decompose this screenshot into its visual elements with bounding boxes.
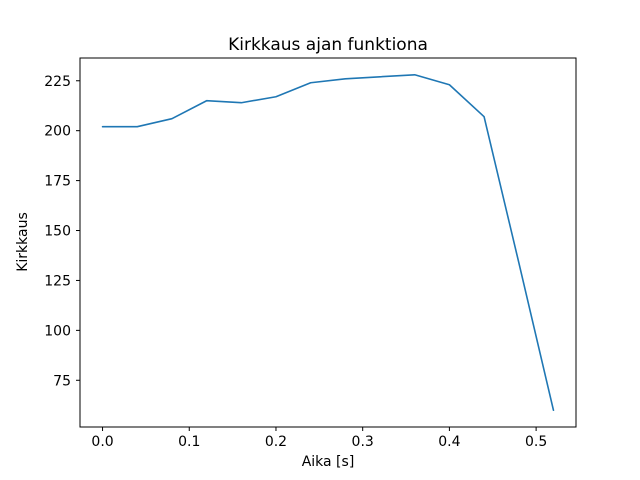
y-tick-label: 125 <box>44 273 71 289</box>
x-tick-label: 0.2 <box>265 434 287 450</box>
x-axis-label: Aika [s] <box>302 454 355 470</box>
chart-title: Kirkkaus ajan funktiona <box>228 35 428 55</box>
plot-area: 0.0 0.1 0.2 0.3 0.4 0.5 75 100 125 150 175 200 225 <box>44 57 577 450</box>
x-tick-label: 0.1 <box>178 434 200 450</box>
y-tick-label: 100 <box>44 323 71 339</box>
y-tick-label: 200 <box>44 124 71 140</box>
y-axis-label: Kirkkaus <box>15 212 31 272</box>
axes-frame <box>79 57 577 428</box>
y-tick-label: 75 <box>53 373 71 389</box>
x-tick-label: 0.5 <box>525 434 547 450</box>
y-tick-label: 150 <box>44 224 71 240</box>
x-tick-label: 0.3 <box>352 434 374 450</box>
y-tick-label: 225 <box>44 74 71 90</box>
series-line <box>101 73 555 412</box>
x-tick-label: 0.4 <box>438 434 460 450</box>
y-tick-label: 175 <box>44 174 71 190</box>
x-tick-label: 0.0 <box>91 434 113 450</box>
